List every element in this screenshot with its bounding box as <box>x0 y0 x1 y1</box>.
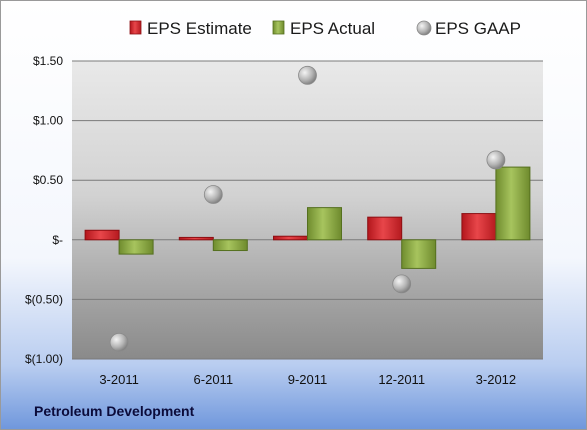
bar-eps-actual-3-2011 <box>118 239 154 255</box>
bar-eps-actual-9-2011 <box>307 207 342 241</box>
x-tick-label: 6-2011 <box>194 372 234 387</box>
marker-eps-gaap-9-2011 <box>298 65 317 85</box>
legend-swatch-eps-gaap <box>416 20 432 36</box>
marker-eps-gaap-3-2011 <box>109 332 129 352</box>
x-tick-label: 3-2011 <box>99 372 139 387</box>
legend-label: EPS Estimate <box>147 19 252 38</box>
y-tick-label: $(0.50) <box>25 292 63 306</box>
legend: EPS Estimate EPS Actual EPS GAAP <box>129 19 521 38</box>
x-tick-label: 9-2011 <box>288 372 328 387</box>
bar-eps-estimate-6-2011 <box>178 236 214 241</box>
bar-eps-actual-12-2011 <box>401 239 437 269</box>
y-tick-label: $1.50 <box>33 54 63 68</box>
bar-eps-estimate-12-2011 <box>367 216 403 241</box>
bar-eps-actual-3-2012 <box>495 166 531 241</box>
y-tick-label: $- <box>52 233 63 247</box>
bar-eps-estimate-3-2012 <box>461 213 497 241</box>
x-tick-label: 3-2012 <box>476 372 516 387</box>
y-tick-label: $0.50 <box>33 173 63 187</box>
y-tick-label: $1.00 <box>33 114 63 128</box>
footer-title: Petroleum Development <box>34 403 195 419</box>
marker-eps-gaap-3-2012 <box>486 150 506 170</box>
legend-swatch-eps-actual <box>272 20 285 35</box>
x-tick-label: 12-2011 <box>378 372 425 387</box>
legend-label: EPS Actual <box>290 19 375 38</box>
legend-swatch-eps-estimate <box>129 20 142 35</box>
marker-eps-gaap-6-2011 <box>203 185 223 204</box>
bars <box>84 166 531 269</box>
gaap-markers <box>109 65 506 352</box>
y-tick-label: $(1.00) <box>25 352 63 366</box>
bar-eps-estimate-9-2011 <box>273 235 308 241</box>
legend-label: EPS GAAP <box>435 19 521 38</box>
marker-eps-gaap-12-2011 <box>392 274 412 294</box>
y-axis-ticks: $1.50 $1.00 $0.50 $- $(0.50) $(1.00) <box>25 54 63 366</box>
x-axis-labels: 3-2011 6-2011 9-2011 12-2011 3-2012 <box>99 372 516 387</box>
bar-eps-actual-6-2011 <box>212 239 248 252</box>
bar-eps-estimate-3-2011 <box>84 229 120 241</box>
